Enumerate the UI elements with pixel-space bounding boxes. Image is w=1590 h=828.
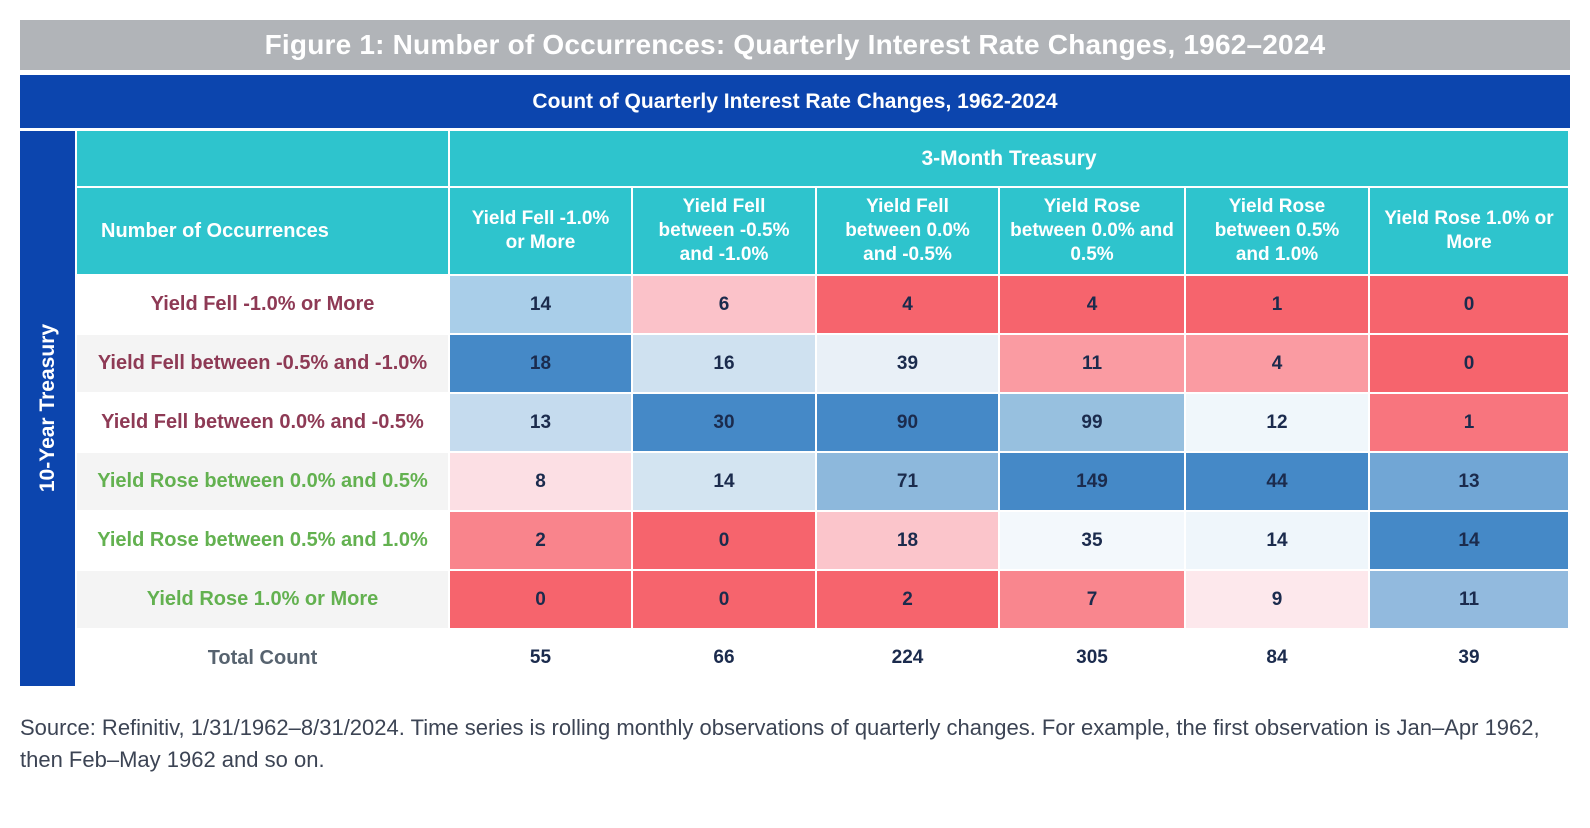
corner-header: Number of Occurrences: [77, 188, 448, 274]
figure-title: Figure 1: Number of Occurrences: Quarter…: [20, 20, 1570, 70]
heatmap-cell: 4: [817, 276, 998, 333]
heatmap-cell: 0: [1370, 276, 1568, 333]
heatmap-cell: 39: [817, 335, 998, 392]
heatmap-cell: 12: [1186, 394, 1368, 451]
heatmap-cell: 2: [450, 512, 631, 569]
heatmap-cell: 90: [817, 394, 998, 451]
heatmap-cell: 30: [633, 394, 815, 451]
total-cell: 55: [450, 630, 631, 686]
row-label: Yield Rose 1.0% or More: [77, 571, 448, 628]
column-header: Yield Fell between 0.0% and -0.5%: [817, 188, 998, 274]
corner-spacer: [77, 131, 448, 186]
heatmap-cell: 0: [633, 512, 815, 569]
row-label: Yield Rose between 0.5% and 1.0%: [77, 512, 448, 569]
row-group-band: 10-Year Treasury: [20, 131, 75, 686]
heatmap-cell: 13: [450, 394, 631, 451]
heatmap-cell: 2: [817, 571, 998, 628]
heatmap-cell: 14: [1186, 512, 1368, 569]
heatmap-cell: 0: [450, 571, 631, 628]
row-label: Yield Rose between 0.0% and 0.5%: [77, 453, 448, 510]
heatmap-cell: 11: [1000, 335, 1184, 392]
heatmap-cell: 44: [1186, 453, 1368, 510]
table-title: Count of Quarterly Interest Rate Changes…: [20, 75, 1570, 128]
heatmap-cell: 8: [450, 453, 631, 510]
heatmap-cell: 4: [1000, 276, 1184, 333]
total-cell: 39: [1370, 630, 1568, 686]
column-header: Yield Fell -1.0% or More: [450, 188, 631, 274]
heatmap-cell: 14: [1370, 512, 1568, 569]
heatmap-cell: 7: [1000, 571, 1184, 628]
column-group-label: 3-Month Treasury: [450, 131, 1568, 186]
column-header: Yield Rose 1.0% or More: [1370, 188, 1568, 274]
row-label: Yield Fell between -0.5% and -1.0%: [77, 335, 448, 392]
total-cell: 224: [817, 630, 998, 686]
heatmap-cell: 9: [1186, 571, 1368, 628]
heatmap-cell: 4: [1186, 335, 1368, 392]
heatmap-cell: 6: [633, 276, 815, 333]
row-group-label: 10-Year Treasury: [35, 324, 59, 493]
total-cell: 84: [1186, 630, 1368, 686]
heatmap-cell: 0: [633, 571, 815, 628]
heatmap-cell: 18: [450, 335, 631, 392]
heatmap-cell: 149: [1000, 453, 1184, 510]
source-note: Source: Refinitiv, 1/31/1962–8/31/2024. …: [20, 715, 1540, 772]
figure-container: Figure 1: Number of Occurrences: Quarter…: [20, 20, 1570, 686]
heatmap-cell: 11: [1370, 571, 1568, 628]
row-label: Yield Fell between 0.0% and -0.5%: [77, 394, 448, 451]
heatmap-cell: 35: [1000, 512, 1184, 569]
heatmap-cell: 0: [1370, 335, 1568, 392]
heatmap-cell: 14: [450, 276, 631, 333]
total-cell: 305: [1000, 630, 1184, 686]
column-header: Yield Fell between -0.5% and -1.0%: [633, 188, 815, 274]
heatmap-cell: 16: [633, 335, 815, 392]
row-label: Yield Fell -1.0% or More: [77, 276, 448, 333]
heatmap-table: 10-Year Treasury 3-Month Treasury Number…: [20, 131, 1570, 686]
total-row-label: Total Count: [77, 630, 448, 686]
column-header: Yield Rose between 0.5% and 1.0%: [1186, 188, 1368, 274]
heatmap-grid: 3-Month Treasury Number of Occurrences Y…: [77, 131, 1570, 686]
heatmap-cell: 1: [1370, 394, 1568, 451]
heatmap-cell: 1: [1186, 276, 1368, 333]
heatmap-cell: 99: [1000, 394, 1184, 451]
column-header: Yield Rose between 0.0% and 0.5%: [1000, 188, 1184, 274]
heatmap-cell: 71: [817, 453, 998, 510]
total-cell: 66: [633, 630, 815, 686]
heatmap-cell: 18: [817, 512, 998, 569]
heatmap-cell: 14: [633, 453, 815, 510]
heatmap-cell: 13: [1370, 453, 1568, 510]
